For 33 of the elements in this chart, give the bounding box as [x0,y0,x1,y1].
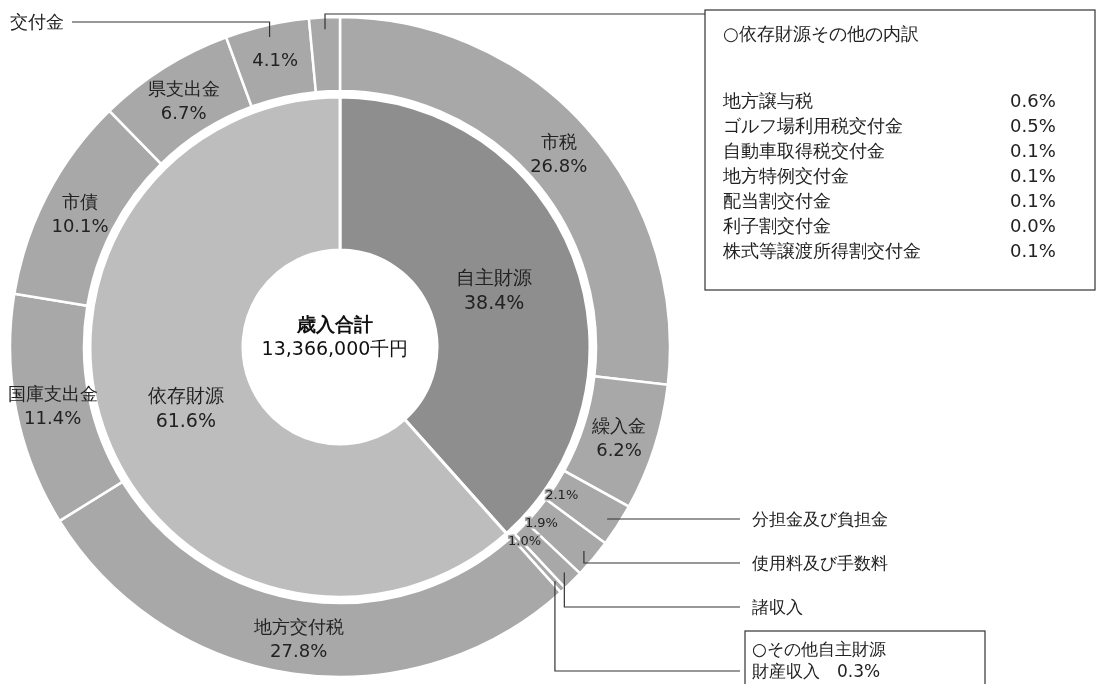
text: ○依存財源その他の内訳 [723,23,919,44]
data-label: 11.4% [24,407,82,429]
slice-label: 諸収入 [752,597,803,617]
text: 自動車取得税交付金 0.1% [723,140,1056,161]
slice-label: 市債 [62,190,99,212]
slice-label: 分担金及び負担金 [752,509,888,529]
slice-label: 財産収入 [752,661,820,681]
slice-label: 依存財源 [147,383,224,406]
slice-label: 使用料及び手数料 [752,553,888,573]
text: 地方譲与税 0.6% [723,90,1056,111]
slice-label: 繰入金 [591,415,647,437]
slice-label: 地方交付税 [252,616,344,638]
data-label: 27.8% [270,640,328,662]
text: 利子割交付金 0.0% [723,215,1056,236]
slice-label: 県支出金 [147,78,220,100]
text: 株式等譲渡所得割交付金 0.1% [723,240,1056,261]
text: 地方特例交付金 0.1% [723,165,1056,186]
text: 配当割交付金 0.1% [723,190,1056,211]
data-label: 6.7% [160,102,207,124]
text: 13,366,000千円 [260,336,410,360]
slice-label: 市税 [540,131,577,153]
slice-label: 自主財源 [456,266,533,289]
data-label: 38.4% [463,291,525,314]
text: ○その他自主財源 [752,639,886,659]
data-label: 4.1% [252,49,298,71]
text: 歳入合計 [296,312,374,336]
data-label: 26.8% [530,155,588,177]
text: ゴルフ場利用税交付金 0.5% [723,115,1056,136]
data-label: 0.3% [837,661,881,681]
slice-label: 交付金 [10,11,64,32]
data-label: 6.2% [596,439,642,461]
data-label: 61.6% [155,408,217,431]
data-label: 10.1% [51,214,109,236]
